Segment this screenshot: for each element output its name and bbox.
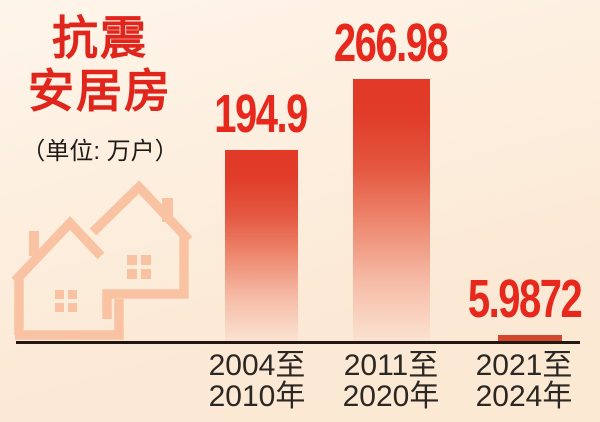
- bar-2004-2010: [225, 150, 298, 341]
- title-line-1: 抗震: [52, 12, 148, 64]
- front-house-roof: [11, 216, 105, 285]
- window-pane: [55, 290, 64, 299]
- x-axis-label: 2004至 2010年: [172, 350, 342, 412]
- houses-decoration-icon: [11, 180, 193, 340]
- x-label-line: 2010年: [208, 380, 306, 413]
- value-text: 5.9872: [468, 269, 583, 329]
- bar-value-label: 5.9872: [415, 271, 600, 327]
- window-pane: [68, 303, 77, 312]
- title-line-2: 安居房: [28, 65, 172, 117]
- x-label-line: 2020年: [342, 380, 440, 413]
- x-axis-label: 2021至 2024年: [439, 350, 600, 412]
- bar-value-label: 266.98: [281, 15, 501, 71]
- back-house-chimney: [162, 198, 173, 222]
- bar-2011-2020: [353, 79, 430, 341]
- window-pane: [127, 269, 137, 279]
- x-label-line: 2021至: [475, 349, 573, 382]
- bar-value-label: 194.9: [151, 86, 371, 142]
- front-house-bottom-wall: [15, 299, 124, 340]
- back-house-walls: [102, 236, 189, 319]
- value-text: 266.98: [334, 13, 449, 73]
- x-label-line: 2024年: [475, 380, 573, 413]
- front-house-chimney: [29, 231, 39, 256]
- window-pane: [68, 290, 77, 299]
- window-pane: [127, 255, 137, 265]
- x-axis-label: 2011至 2020年: [306, 350, 476, 412]
- back-house-roof: [89, 180, 193, 244]
- window-pane: [55, 303, 64, 312]
- bar-2021-2024: [498, 335, 562, 341]
- window-pane: [141, 269, 151, 279]
- x-label-line: 2004至: [208, 349, 306, 382]
- x-axis-line: [16, 341, 580, 344]
- page-title: 抗震 安居房: [0, 12, 200, 118]
- x-label-line: 2011至: [343, 349, 439, 382]
- window-pane: [141, 255, 151, 265]
- unit-label: （单位: 万户）: [21, 138, 179, 165]
- value-text: 194.9: [214, 84, 309, 144]
